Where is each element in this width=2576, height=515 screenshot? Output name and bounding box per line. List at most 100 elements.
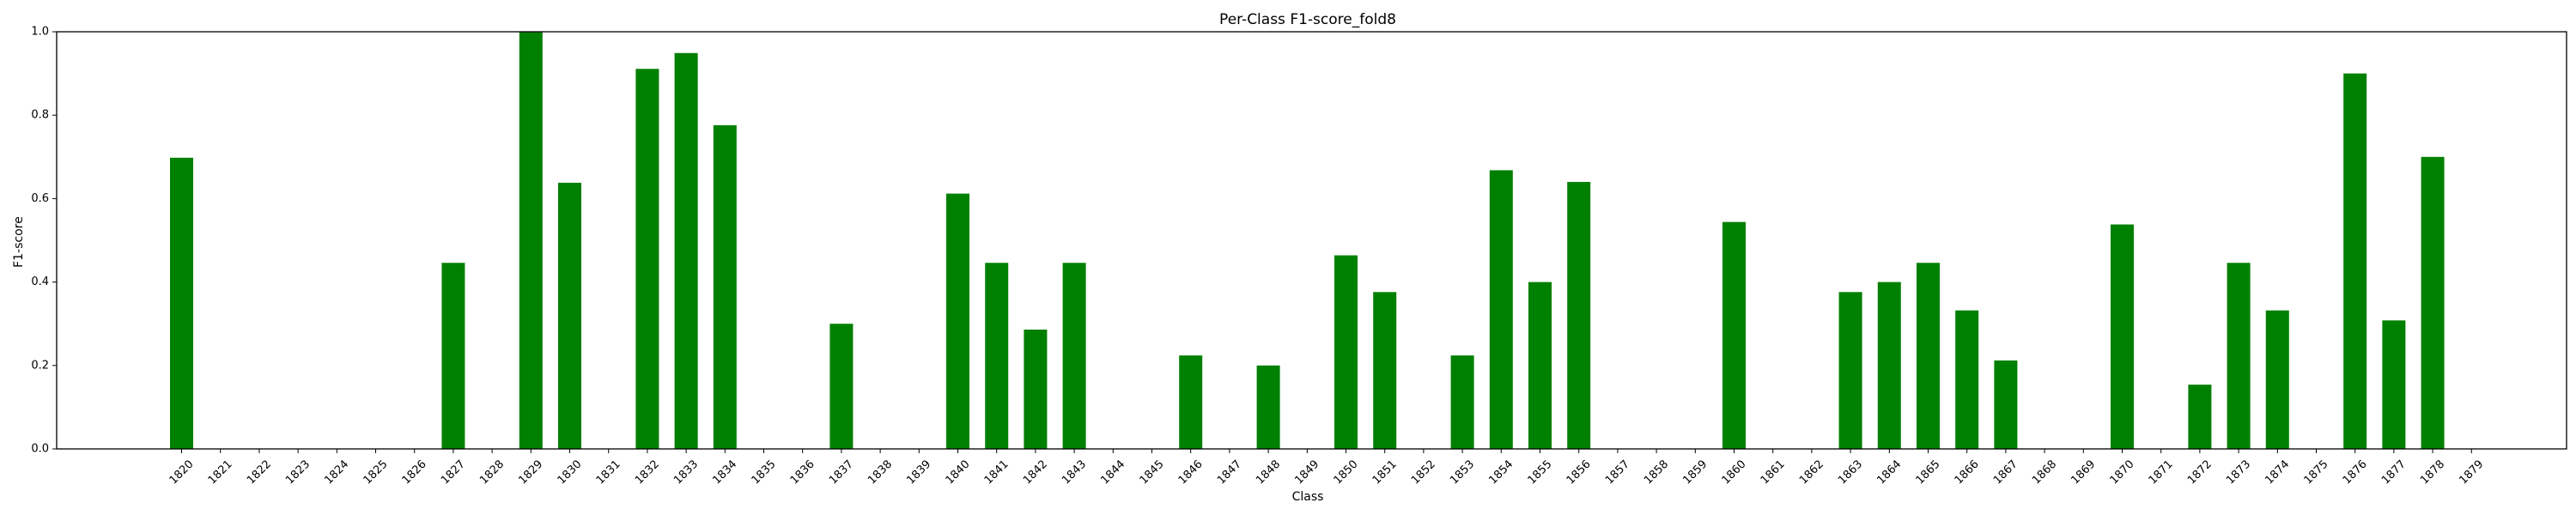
x-tick-label-1830: 1830	[556, 457, 585, 487]
bar-1841	[985, 263, 1009, 449]
bar-1874	[2265, 310, 2289, 449]
x-tick-label-1832: 1832	[633, 457, 662, 487]
x-tick-label-1836: 1836	[788, 457, 817, 487]
bar-1854	[1489, 170, 1513, 449]
bar-1837	[829, 324, 854, 449]
x-tick-label-1874: 1874	[2263, 457, 2292, 487]
x-tick-label-1834: 1834	[710, 457, 739, 487]
x-tick-label-1826: 1826	[400, 457, 429, 487]
bar-1856	[1567, 181, 1591, 449]
x-tick-label-1848: 1848	[1254, 457, 1283, 487]
x-tick-label-1872: 1872	[2185, 457, 2215, 487]
bar-1830	[558, 182, 581, 449]
bar-1876	[2343, 73, 2367, 449]
bar-1848	[1256, 365, 1280, 449]
x-tick-label-1869: 1869	[2069, 457, 2098, 487]
y-tick-label-0.8: 0.8	[31, 109, 49, 122]
x-tick-label-1823: 1823	[283, 457, 313, 487]
bar-1870	[2111, 224, 2134, 449]
x-tick-label-1840: 1840	[944, 457, 973, 487]
bar-1827	[441, 263, 465, 449]
x-tick-label-1854: 1854	[1486, 457, 1516, 487]
x-tick-label-1871: 1871	[2147, 457, 2176, 487]
x-tick-label-1863: 1863	[1836, 457, 1865, 487]
x-axis-ticks: 1820 1821 1822 1823 1824 1825 1826 1827 1828 1829…	[167, 449, 2486, 487]
y-tick-label-1.0: 1.0	[31, 26, 49, 39]
bar-1842	[1024, 330, 1048, 449]
bars-group	[170, 32, 2445, 450]
bar-1840	[946, 193, 969, 449]
x-tick-label-1844: 1844	[1098, 457, 1127, 487]
x-tick-label-1852: 1852	[1409, 457, 1438, 487]
bar-1860	[1722, 221, 1746, 449]
x-tick-label-1857: 1857	[1603, 457, 1632, 487]
bar-1865	[1917, 263, 1940, 449]
x-tick-label-1875: 1875	[2302, 457, 2331, 487]
bar-1877	[2382, 320, 2406, 449]
y-tick-label-0.4: 0.4	[31, 276, 49, 288]
x-tick-label-1859: 1859	[1680, 457, 1710, 487]
x-tick-label-1873: 1873	[2224, 457, 2253, 487]
x-tick-label-1838: 1838	[866, 457, 895, 487]
x-tick-label-1870: 1870	[2108, 457, 2137, 487]
bar-1843	[1062, 263, 1086, 449]
x-tick-label-1827: 1827	[439, 457, 468, 487]
bar-1846	[1179, 355, 1203, 449]
x-tick-label-1879: 1879	[2457, 457, 2486, 487]
y-tick-label-0.2: 0.2	[31, 359, 49, 372]
x-tick-label-1837: 1837	[827, 457, 856, 487]
bar-1829	[519, 32, 543, 449]
y-axis-label: F1-score	[12, 216, 26, 268]
x-tick-label-1843: 1843	[1060, 457, 1089, 487]
bar-1832	[635, 69, 659, 449]
x-tick-label-1825: 1825	[361, 457, 391, 487]
x-tick-label-1849: 1849	[1292, 457, 1321, 487]
x-tick-label-1866: 1866	[1953, 457, 1982, 487]
x-axis-label: Class	[1292, 490, 1324, 504]
x-tick-label-1845: 1845	[1138, 457, 1167, 487]
bar-1820	[170, 157, 193, 449]
x-tick-label-1828: 1828	[477, 457, 507, 487]
x-tick-label-1876: 1876	[2341, 457, 2370, 487]
bar-1873	[2227, 263, 2251, 449]
bar-1851	[1373, 292, 1397, 449]
x-tick-label-1878: 1878	[2418, 457, 2447, 487]
x-tick-label-1829: 1829	[516, 457, 545, 487]
x-tick-label-1860: 1860	[1720, 457, 1749, 487]
x-tick-label-1856: 1856	[1564, 457, 1594, 487]
bar-1850	[1334, 255, 1358, 449]
bar-1872	[2188, 385, 2212, 449]
bar-1834	[713, 124, 737, 450]
x-tick-label-1861: 1861	[1759, 457, 1788, 487]
x-tick-label-1833: 1833	[671, 457, 701, 487]
x-tick-label-1831: 1831	[594, 457, 623, 487]
y-tick-label-0.6: 0.6	[31, 192, 49, 205]
bar-1867	[1994, 360, 2018, 449]
x-tick-label-1851: 1851	[1370, 457, 1400, 487]
x-tick-label-1864: 1864	[1874, 457, 1904, 487]
x-tick-label-1850: 1850	[1332, 457, 1361, 487]
x-tick-label-1821: 1821	[206, 457, 235, 487]
plot-area-frame	[56, 31, 2567, 450]
chart-title: Per-Class F1-score_fold8	[1219, 11, 1396, 28]
bar-1866	[1955, 310, 1979, 449]
bar-1864	[1877, 282, 1901, 449]
x-tick-label-1835: 1835	[750, 457, 779, 487]
x-tick-label-1877: 1877	[2379, 457, 2409, 487]
x-tick-label-1820: 1820	[167, 457, 197, 487]
bar-1878	[2421, 156, 2445, 450]
x-tick-label-1839: 1839	[904, 457, 933, 487]
x-tick-label-1822: 1822	[245, 457, 274, 487]
x-tick-label-1847: 1847	[1215, 457, 1244, 487]
y-axis-ticks: 0.0 0.2 0.4 0.6 0.8 1.0	[31, 26, 57, 456]
bar-1863	[1838, 292, 1862, 449]
x-tick-label-1842: 1842	[1021, 457, 1050, 487]
x-tick-label-1868: 1868	[2030, 457, 2059, 487]
bar-1853	[1450, 355, 1474, 449]
x-tick-label-1858: 1858	[1642, 457, 1671, 487]
x-tick-label-1865: 1865	[1914, 457, 1943, 487]
bar-1855	[1528, 282, 1552, 449]
x-tick-label-1867: 1867	[1991, 457, 2020, 487]
y-tick-label-0.0: 0.0	[31, 443, 49, 456]
